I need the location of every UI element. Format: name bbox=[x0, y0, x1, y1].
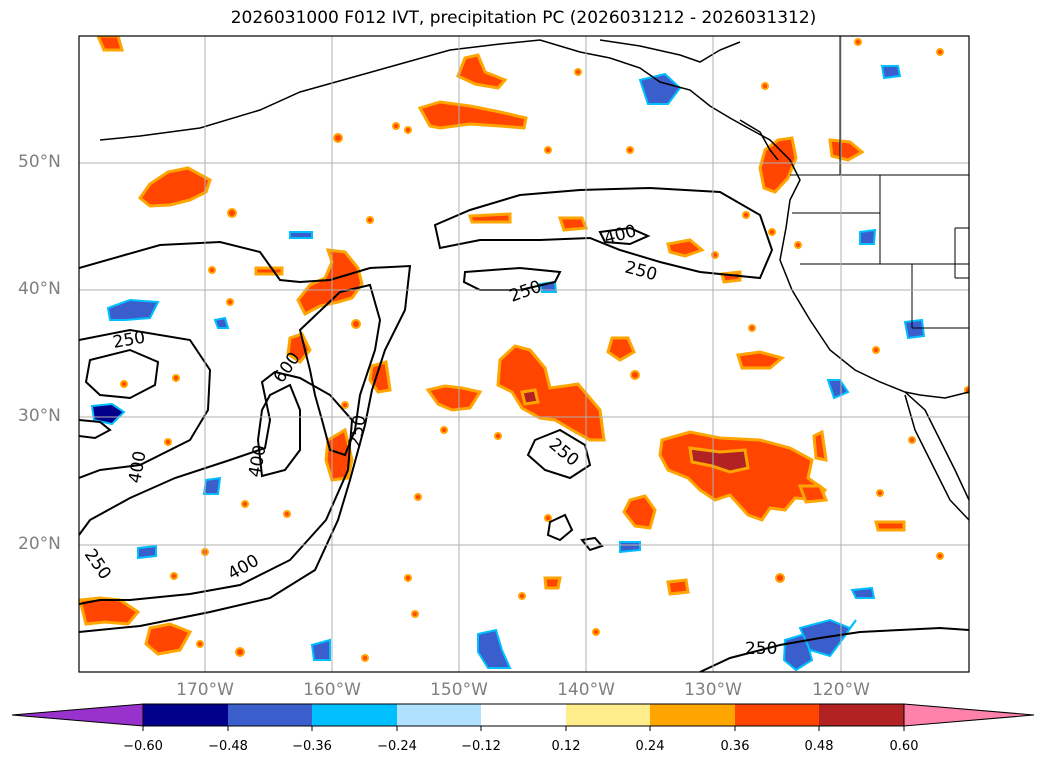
colorbar-tick-label: 0.36 bbox=[720, 739, 750, 754]
contour-label: 250 bbox=[745, 639, 777, 659]
colorbar-bin bbox=[566, 704, 650, 726]
contour-label: 400 bbox=[125, 449, 150, 484]
contour-label: 250 bbox=[111, 328, 146, 353]
colorbar-bin bbox=[143, 704, 228, 726]
graticule bbox=[79, 36, 969, 672]
colorbar-over-arrow bbox=[903, 703, 1035, 727]
colorbar-tick-label: 0.60 bbox=[889, 739, 919, 754]
colorbar-tick-label: −0.12 bbox=[461, 739, 501, 754]
lon-label: 160°W bbox=[303, 680, 361, 700]
colorbar-bin bbox=[228, 704, 312, 726]
contour-label: 250 bbox=[80, 545, 115, 583]
lon-label: 130°W bbox=[684, 680, 742, 700]
colorbar-bin bbox=[650, 704, 735, 726]
lat-label: 30°N bbox=[18, 406, 61, 426]
colorbar bbox=[11, 703, 1035, 731]
lat-label: 40°N bbox=[18, 279, 61, 299]
contour-label: 250 bbox=[507, 277, 544, 307]
contour-label: 250 bbox=[345, 413, 370, 448]
state-borders bbox=[790, 36, 969, 329]
colorbar-tick-label: −0.24 bbox=[377, 739, 417, 754]
lon-label: 170°W bbox=[176, 680, 234, 700]
colorbar-tick-label: 0.24 bbox=[635, 739, 665, 754]
contour-label: 250 bbox=[623, 258, 660, 286]
ivt-contours bbox=[79, 186, 969, 672]
lat-label: 50°N bbox=[18, 152, 61, 172]
lon-label: 150°W bbox=[430, 680, 488, 700]
contour-label: 400 bbox=[225, 551, 263, 585]
colorbar-bin bbox=[735, 704, 819, 726]
colorbar-tick-label: 0.12 bbox=[551, 739, 581, 754]
colorbar-tick-label: −0.60 bbox=[123, 739, 163, 754]
colorbar-bin bbox=[397, 704, 481, 726]
precipitation-field bbox=[79, 36, 969, 672]
contour-label: 400 bbox=[245, 443, 270, 478]
colorbar-tick-label: −0.48 bbox=[208, 739, 248, 754]
colorbar-bin bbox=[819, 704, 904, 726]
lon-label: 140°W bbox=[557, 680, 615, 700]
lon-label: 120°W bbox=[812, 680, 870, 700]
colorbar-bin bbox=[481, 704, 566, 726]
colorbar-under-arrow bbox=[11, 703, 144, 727]
lat-label: 20°N bbox=[18, 534, 61, 554]
colorbar-tick-label: 0.48 bbox=[804, 739, 834, 754]
contour-label: 400 bbox=[602, 221, 639, 249]
map-title: 2026031000 F012 IVT, precipitation PC (2… bbox=[230, 8, 817, 28]
plot-frame bbox=[78, 35, 970, 673]
colorbar-bin bbox=[312, 704, 397, 726]
colorbar-tick-label: −0.36 bbox=[292, 739, 332, 754]
precip-positive-areas bbox=[79, 36, 906, 656]
coastlines bbox=[99, 39, 970, 521]
